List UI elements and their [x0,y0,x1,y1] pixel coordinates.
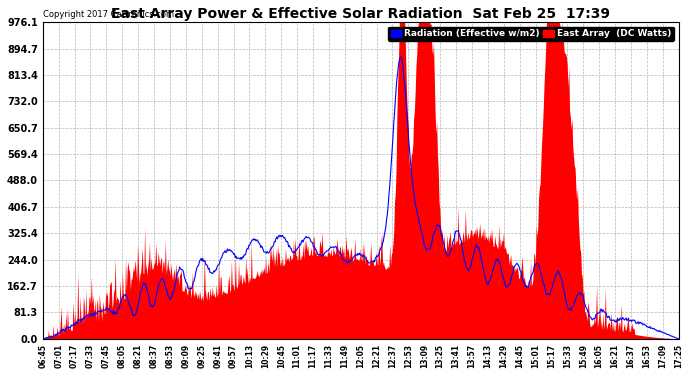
Title: East Array Power & Effective Solar Radiation  Sat Feb 25  17:39: East Array Power & Effective Solar Radia… [111,7,610,21]
Legend: Radiation (Effective w/m2), East Array  (DC Watts): Radiation (Effective w/m2), East Array (… [388,27,674,41]
Text: Copyright 2017 Cartronics.com: Copyright 2017 Cartronics.com [43,10,174,19]
